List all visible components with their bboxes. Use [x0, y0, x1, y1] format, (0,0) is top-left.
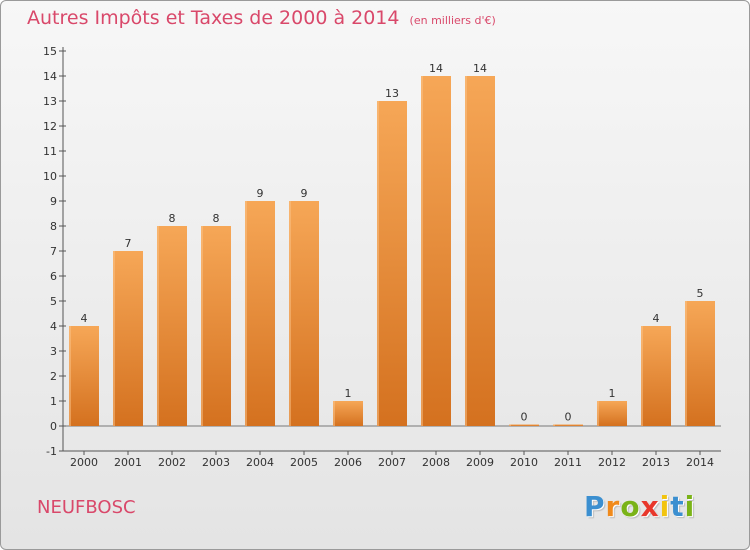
x-tick-label: 2010	[510, 456, 538, 469]
y-tick-label: 1	[50, 395, 57, 408]
bar-value-label: 0	[521, 411, 528, 424]
x-tick-label: 2014	[686, 456, 714, 469]
bar-value-label: 4	[81, 312, 88, 325]
bar	[421, 76, 451, 426]
y-tick-label: 0	[50, 420, 57, 433]
logo-letter: o	[620, 490, 641, 523]
bar-value-label: 4	[653, 312, 660, 325]
logo-letter: r	[605, 490, 621, 523]
x-tick-label: 2005	[290, 456, 318, 469]
x-tick-label: 2011	[554, 456, 582, 469]
y-tick-label: 6	[50, 270, 57, 283]
x-tick-label: 2003	[202, 456, 230, 469]
logo-letter: x	[640, 490, 660, 523]
x-tick-label: 2008	[422, 456, 450, 469]
bar-value-label: 13	[385, 87, 399, 100]
x-tick-label: 2000	[70, 456, 98, 469]
y-tick-label: 11	[43, 145, 57, 158]
bar-value-label: 1	[609, 387, 616, 400]
x-tick-label: 2009	[466, 456, 494, 469]
bar-value-label: 8	[213, 212, 220, 225]
x-tick-label: 2002	[158, 456, 186, 469]
bar	[333, 401, 363, 426]
y-tick-label: 10	[43, 170, 57, 183]
bar-value-label: 9	[301, 187, 308, 200]
bar	[465, 76, 495, 426]
bar	[113, 251, 143, 426]
location-name: NEUFBOSC	[37, 497, 136, 518]
bar-value-label: 1	[345, 387, 352, 400]
chart-unit: (en milliers d'€)	[409, 14, 496, 27]
bar-value-label: 7	[125, 237, 132, 250]
logo-letter: P	[584, 490, 606, 523]
y-tick-label: 3	[50, 345, 57, 358]
bar-value-label: 0	[565, 411, 572, 424]
logo-letter: t	[670, 490, 685, 523]
x-tick-label: 2001	[114, 456, 142, 469]
x-tick-label: 2004	[246, 456, 274, 469]
x-tick-label: 2013	[642, 456, 670, 469]
y-tick-label: 9	[50, 195, 57, 208]
chart-title-text: Autres Impôts et Taxes de 2000 à 2014	[27, 7, 400, 29]
bar	[377, 101, 407, 426]
bar	[69, 326, 99, 426]
y-tick-label: -1	[46, 445, 57, 458]
x-tick-label: 2012	[598, 456, 626, 469]
y-tick-label: 14	[43, 70, 57, 83]
y-tick-label: 12	[43, 120, 57, 133]
bar	[157, 226, 187, 426]
bar-value-label: 9	[257, 187, 264, 200]
bar	[289, 201, 319, 426]
y-tick-label: 13	[43, 95, 57, 108]
x-tick-label: 2006	[334, 456, 362, 469]
bar-value-label: 14	[473, 62, 487, 75]
bar-value-label: 5	[697, 287, 704, 300]
y-tick-label: 7	[50, 245, 57, 258]
bar-value-label: 8	[169, 212, 176, 225]
y-tick-label: 5	[50, 295, 57, 308]
bar-value-label: 14	[429, 62, 443, 75]
bar	[685, 301, 715, 426]
bar	[641, 326, 671, 426]
bar	[201, 226, 231, 426]
y-tick-label: 15	[43, 45, 57, 58]
bar	[509, 424, 539, 426]
bar	[553, 424, 583, 426]
logo-letter: i	[684, 490, 696, 523]
logo-letter: i	[659, 490, 671, 523]
bar	[245, 201, 275, 426]
y-tick-label: 8	[50, 220, 57, 233]
bar	[597, 401, 627, 426]
x-tick-label: 2007	[378, 456, 406, 469]
proxiti-logo: Proxiti	[584, 490, 695, 523]
y-tick-label: 2	[50, 370, 57, 383]
chart-title: Autres Impôts et Taxes de 2000 à 2014 (e…	[27, 7, 496, 29]
y-tick-label: 4	[50, 320, 57, 333]
